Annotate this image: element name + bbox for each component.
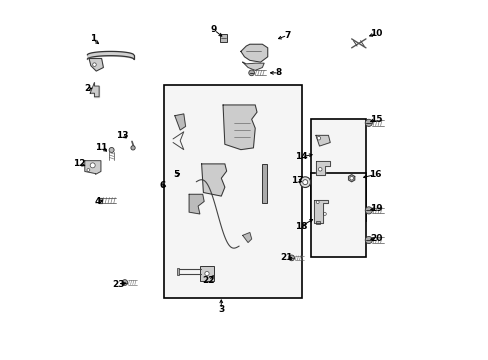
Polygon shape (175, 114, 185, 130)
Polygon shape (242, 233, 251, 243)
Circle shape (93, 63, 96, 66)
Circle shape (365, 119, 372, 126)
Circle shape (248, 70, 254, 76)
Text: 21: 21 (280, 253, 292, 262)
Polygon shape (99, 198, 102, 203)
Text: 17: 17 (290, 176, 303, 185)
Circle shape (318, 167, 322, 171)
Text: 19: 19 (369, 204, 382, 213)
Text: 4: 4 (95, 197, 101, 206)
Text: 13: 13 (116, 131, 128, 140)
Circle shape (316, 136, 320, 140)
Polygon shape (313, 200, 328, 223)
Text: 5: 5 (173, 170, 180, 179)
Polygon shape (201, 164, 226, 196)
Text: 23: 23 (112, 280, 125, 289)
Circle shape (302, 180, 307, 185)
Polygon shape (241, 44, 267, 62)
Circle shape (288, 255, 294, 261)
Bar (310, 173, 365, 257)
Text: 14: 14 (295, 152, 307, 161)
Circle shape (323, 212, 325, 215)
Circle shape (87, 168, 90, 171)
Text: 8: 8 (275, 68, 281, 77)
Text: 15: 15 (370, 115, 382, 124)
Circle shape (365, 237, 372, 244)
Text: 3: 3 (218, 305, 224, 314)
Bar (315, 221, 319, 224)
Text: 22: 22 (202, 276, 215, 285)
Polygon shape (223, 105, 257, 150)
Circle shape (365, 207, 372, 214)
Circle shape (299, 177, 310, 188)
Polygon shape (90, 82, 99, 97)
Text: 18: 18 (294, 222, 306, 231)
Circle shape (316, 201, 319, 203)
Text: 10: 10 (370, 29, 382, 38)
Text: 20: 20 (370, 234, 382, 243)
Bar (220, 33, 227, 42)
Polygon shape (315, 135, 329, 146)
Text: 12: 12 (73, 159, 85, 168)
Polygon shape (89, 59, 103, 71)
Circle shape (90, 163, 95, 168)
Circle shape (122, 280, 127, 285)
Circle shape (349, 176, 353, 180)
Polygon shape (348, 175, 354, 182)
Circle shape (204, 271, 209, 276)
Text: 11: 11 (95, 143, 108, 152)
Text: 1: 1 (89, 35, 96, 44)
Bar (262, 164, 266, 203)
Text: 7: 7 (284, 31, 290, 40)
Text: 16: 16 (368, 170, 380, 179)
Polygon shape (84, 161, 101, 174)
Text: 9: 9 (210, 26, 217, 35)
Text: 6: 6 (160, 181, 166, 190)
Circle shape (109, 148, 114, 153)
Circle shape (131, 146, 135, 150)
Bar (310, 119, 365, 221)
Polygon shape (189, 194, 203, 214)
Polygon shape (242, 62, 264, 70)
Polygon shape (315, 161, 329, 175)
Bar (176, 268, 179, 275)
Bar (164, 85, 301, 298)
Bar (200, 266, 214, 281)
Text: 2: 2 (84, 84, 90, 93)
